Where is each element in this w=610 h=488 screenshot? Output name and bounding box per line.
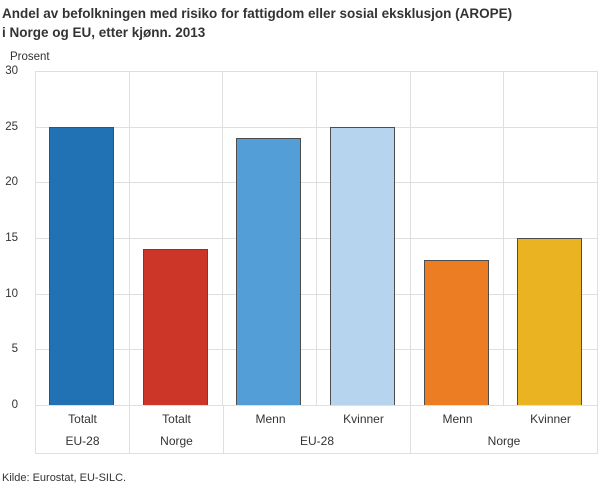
x-group-0-eu-28: Totalt EU-28: [36, 406, 130, 453]
y-tick-label-20: 20: [5, 176, 18, 189]
y-tick-label-25: 25: [5, 120, 18, 133]
x-category-row: Menn Kvinner: [224, 406, 410, 430]
bar-slot-1: [130, 71, 224, 405]
x-group-label: Norge: [487, 434, 521, 448]
x-axis-label-area: Totalt EU-28 Totalt Norge Menn Kvinner EU-28 Me…: [35, 406, 598, 454]
x-group-3-norge: Menn Kvinner Norge: [411, 406, 597, 453]
bar-slot-0: [36, 71, 130, 405]
y-tick-label-5: 5: [11, 343, 18, 356]
x-category-label: Menn: [442, 412, 473, 426]
y-tick-label-15: 15: [5, 232, 18, 244]
bar-0-totalt: [48, 126, 114, 405]
bar-slots: [36, 71, 597, 405]
x-category-row: Totalt: [130, 406, 223, 430]
y-tick-label-0: 0: [11, 399, 18, 411]
x-category-label: Menn: [255, 412, 286, 426]
chart-title: Andel av befolkningen med risiko for fat…: [2, 4, 608, 42]
x-category-label: Kvinner: [343, 412, 384, 426]
x-category-label: Kvinner: [530, 412, 571, 426]
bar-1-totalt: [142, 249, 208, 405]
plot-area: [35, 71, 598, 406]
x-group-label: EU-28: [299, 434, 334, 448]
x-category-row: Menn Kvinner: [411, 406, 597, 430]
bar-slot-4: [411, 71, 505, 405]
bar-slot-3: [317, 71, 411, 405]
bar-2-menn: [236, 137, 302, 405]
x-group-1-norge: Totalt Norge: [130, 406, 224, 453]
y-axis-unit-label: Prosent: [10, 51, 50, 63]
x-group-2-eu-28: Menn Kvinner EU-28: [224, 406, 411, 453]
y-tick-label-10: 10: [5, 287, 18, 300]
x-category-label: Totalt: [68, 412, 97, 426]
bar-3-kvinner: [329, 126, 395, 405]
x-group-label: Norge: [160, 434, 193, 448]
source-note: Kilde: Eurostat, EU-SILC.: [2, 472, 127, 484]
bar-4-menn: [423, 260, 489, 405]
bar-slot-5: [504, 71, 597, 405]
x-category-label: Totalt: [162, 412, 191, 426]
y-tick-label-30: 30: [5, 65, 18, 77]
chart-title-line-1: Andel av befolkningen med risiko for fat…: [2, 6, 513, 21]
bar-slot-2: [223, 71, 318, 405]
bar-5-kvinner: [517, 238, 583, 405]
chart-title-line-2: i Norge og EU, etter kjønn. 2013: [2, 25, 206, 40]
x-group-label: EU-28: [65, 434, 100, 448]
y-axis-tick-labels: 0 5 10 15 20 25 30: [0, 65, 28, 411]
x-category-row: Totalt: [36, 406, 129, 430]
